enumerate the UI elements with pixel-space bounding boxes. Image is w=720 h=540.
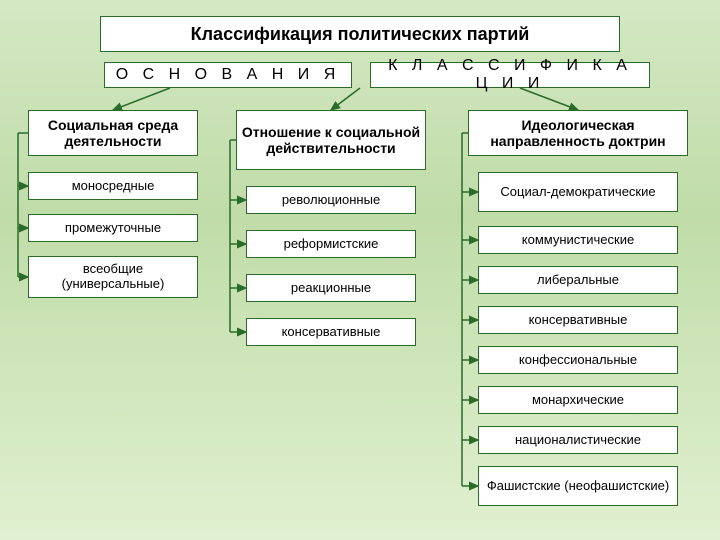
item-kommunist: коммунистические (478, 226, 678, 254)
subtitle-left: О С Н О В А Н И Я (104, 62, 352, 88)
item-revolyutsionnye: революционные (246, 186, 416, 214)
item-konservativ-right: консервативные (478, 306, 678, 334)
item-reformistskie: реформистские (246, 230, 416, 258)
item-konfessional: конфессиональные (478, 346, 678, 374)
item-vseobschie: всеобщие (универсальные) (28, 256, 198, 298)
item-promezhutochnye: промежуточные (28, 214, 198, 242)
item-national: националистические (478, 426, 678, 454)
category-header-social-env: Социальная среда деятельности (28, 110, 198, 156)
item-monarkh: монархические (478, 386, 678, 414)
item-fascist: Фашистские (неофашистские) (478, 466, 678, 506)
category-header-ideology: Идеологическая направленность доктрин (468, 110, 688, 156)
item-reaktsionnye: реакционные (246, 274, 416, 302)
subtitle-right: К Л А С С И Ф И К А Ц И И (370, 62, 650, 88)
item-monosrednye: моносредные (28, 172, 198, 200)
main-title: Классификация политических партий (100, 16, 620, 52)
item-konservativnye-mid: консервативные (246, 318, 416, 346)
item-socdem: Социал-демократические (478, 172, 678, 212)
category-header-attitude: Отношение к социальной действительности (236, 110, 426, 170)
item-liberal: либеральные (478, 266, 678, 294)
